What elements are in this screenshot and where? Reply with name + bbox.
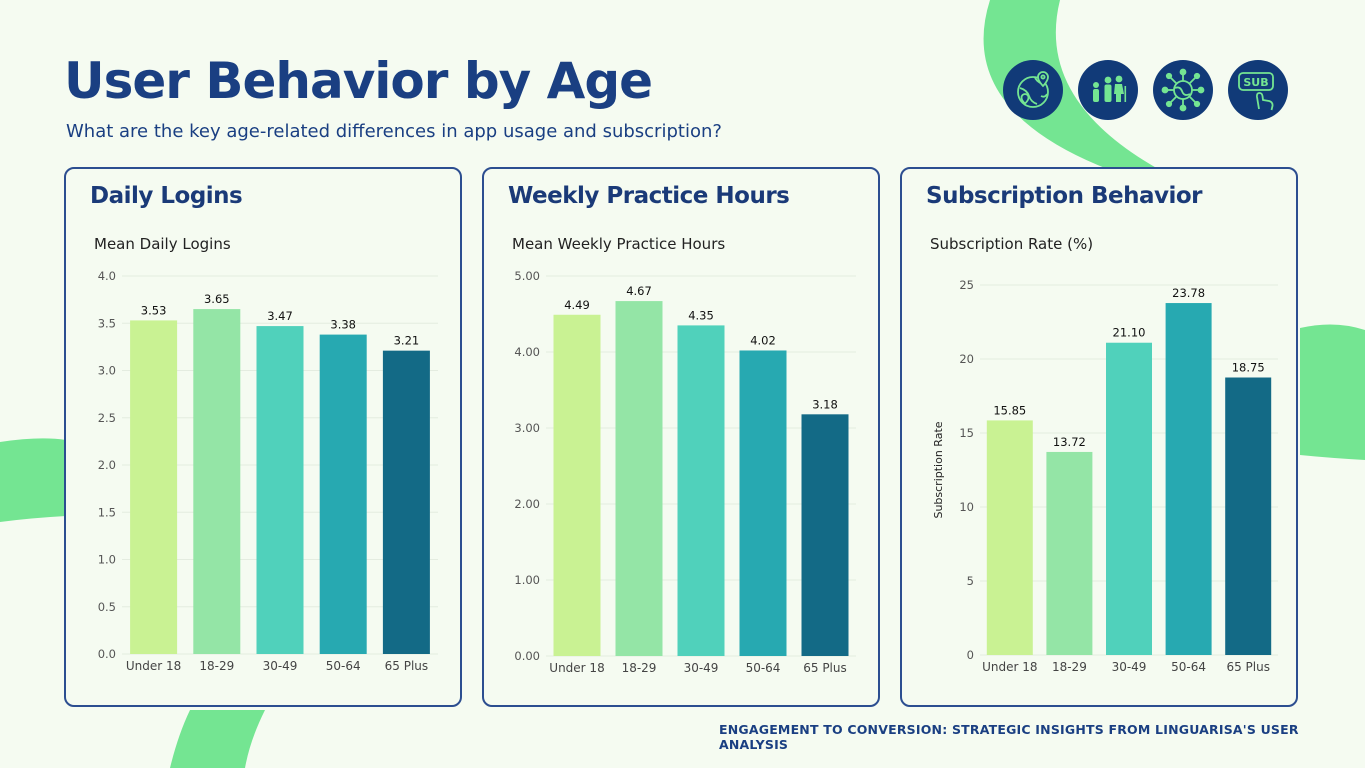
x-tick-label: 30-49 (1112, 660, 1147, 674)
x-tick-label: 65 Plus (1226, 660, 1270, 674)
bar-65-plus (382, 350, 430, 654)
bar-30-49 (256, 326, 304, 654)
x-tick-label: 50-64 (326, 659, 361, 673)
data-label: 4.02 (750, 333, 776, 347)
bar-50-64 (739, 350, 787, 656)
weekly-practice-chart: 0.00 1.00 2.00 3.00 4.00 5.00 4.49 Under 18 4.67… (514, 269, 856, 675)
network-globe-icon (1153, 60, 1213, 120)
y-tick-label: 15 (959, 426, 974, 440)
y-tick-label: 3.0 (98, 364, 116, 378)
y-tick-label: 1.5 (98, 505, 116, 519)
y-tick-label: 3.5 (98, 316, 116, 330)
y-tick-label: 1.0 (98, 553, 116, 567)
y-tick-label: 4.00 (514, 345, 540, 359)
y-tick-label: 0 (967, 648, 974, 662)
data-label: 21.10 (1113, 326, 1146, 340)
data-label: 13.72 (1053, 435, 1086, 449)
bar-under-18 (553, 314, 601, 656)
y-tick-label: 2.0 (98, 458, 116, 472)
family-icon (1078, 60, 1138, 120)
data-label: 18.75 (1232, 361, 1265, 375)
data-label: 4.67 (626, 284, 652, 298)
panel-subtitle: Mean Weekly Practice Hours (512, 235, 726, 253)
subscription-panel: Subscription Behavior Subscription Rate … (900, 167, 1298, 707)
x-tick-label: 18-29 (1052, 660, 1087, 674)
y-axis-label: Subscription Rate (932, 421, 945, 518)
bar-50-64 (1165, 303, 1212, 655)
data-label: 4.35 (688, 308, 714, 322)
subscribe-click-icon: SUB (1228, 60, 1288, 120)
bar-30-49 (1106, 342, 1152, 655)
data-label: 15.85 (993, 403, 1026, 417)
x-tick-label: 65 Plus (803, 661, 847, 675)
data-label: 3.65 (204, 292, 230, 306)
x-tick-label: 50-64 (746, 661, 781, 675)
y-tick-label: 0.5 (98, 600, 116, 614)
y-tick-label: 20 (959, 352, 974, 366)
x-tick-label: Under 18 (982, 660, 1037, 674)
y-tick-label: 0.0 (98, 647, 116, 661)
globe-location-icon (1003, 60, 1063, 120)
bar-under-18 (986, 420, 1033, 655)
data-label: 3.53 (141, 303, 167, 317)
data-label: 3.38 (330, 318, 356, 332)
bar-18-29 (193, 309, 241, 654)
x-tick-label: 30-49 (684, 661, 719, 675)
x-tick-label: 18-29 (199, 659, 234, 673)
weekly-practice-panel: Weekly Practice Hours Mean Weekly Practi… (482, 167, 880, 707)
page-subtitle: What are the key age-related differences… (66, 121, 722, 142)
y-tick-label: 1.00 (514, 573, 540, 587)
bar-65-plus (1225, 377, 1272, 655)
y-tick-label: 2.5 (98, 411, 116, 425)
y-tick-label: 3.00 (514, 421, 540, 435)
daily-logins-panel: Daily Logins Mean Daily Logins 0.0 0.5 1.0… (64, 167, 462, 707)
y-tick-label: 10 (959, 500, 974, 514)
data-label: 4.49 (564, 298, 590, 312)
data-label: 3.18 (812, 397, 838, 411)
subscription-chart: 0 5 10 15 20 25 Subscription Rate 15.85 Under 18… (932, 278, 1278, 674)
footer-text: ENGAGEMENT TO CONVERSION: STRATEGIC INSI… (719, 722, 1299, 752)
y-tick-label: 0.00 (514, 649, 540, 663)
subscribe-icon-label: SUB (1243, 76, 1268, 89)
panel-title: Daily Logins (90, 183, 243, 209)
panel-subtitle: Mean Daily Logins (94, 235, 231, 253)
data-label: 3.47 (267, 309, 293, 323)
x-tick-label: 65 Plus (385, 659, 429, 673)
page-title: User Behavior by Age (64, 52, 653, 110)
x-tick-label: 50-64 (1171, 660, 1206, 674)
data-label: 3.21 (394, 334, 420, 348)
panel-title: Weekly Practice Hours (508, 183, 790, 209)
x-tick-label: 30-49 (263, 659, 298, 673)
bar-50-64 (319, 334, 367, 654)
y-tick-label: 2.00 (514, 497, 540, 511)
header-icons: SUB (1003, 60, 1288, 120)
x-tick-label: Under 18 (126, 659, 181, 673)
x-tick-label: Under 18 (549, 661, 604, 675)
daily-logins-chart: 0.0 0.5 1.0 1.5 2.0 2.5 3.0 3.5 4.0 3.53 Under 18 3… (98, 269, 438, 673)
bar-65-plus (801, 414, 849, 656)
data-label: 23.78 (1172, 286, 1205, 300)
panel-title: Subscription Behavior (926, 183, 1203, 209)
bar-30-49 (677, 325, 725, 656)
bar-under-18 (130, 320, 178, 654)
bar-18-29 (1046, 451, 1093, 655)
y-tick-label: 25 (959, 278, 974, 292)
y-tick-label: 4.0 (98, 269, 116, 283)
y-tick-label: 5.00 (514, 269, 540, 283)
y-tick-label: 5 (967, 574, 974, 588)
panel-subtitle: Subscription Rate (%) (930, 235, 1094, 253)
x-tick-label: 18-29 (622, 661, 657, 675)
bar-18-29 (615, 301, 663, 656)
